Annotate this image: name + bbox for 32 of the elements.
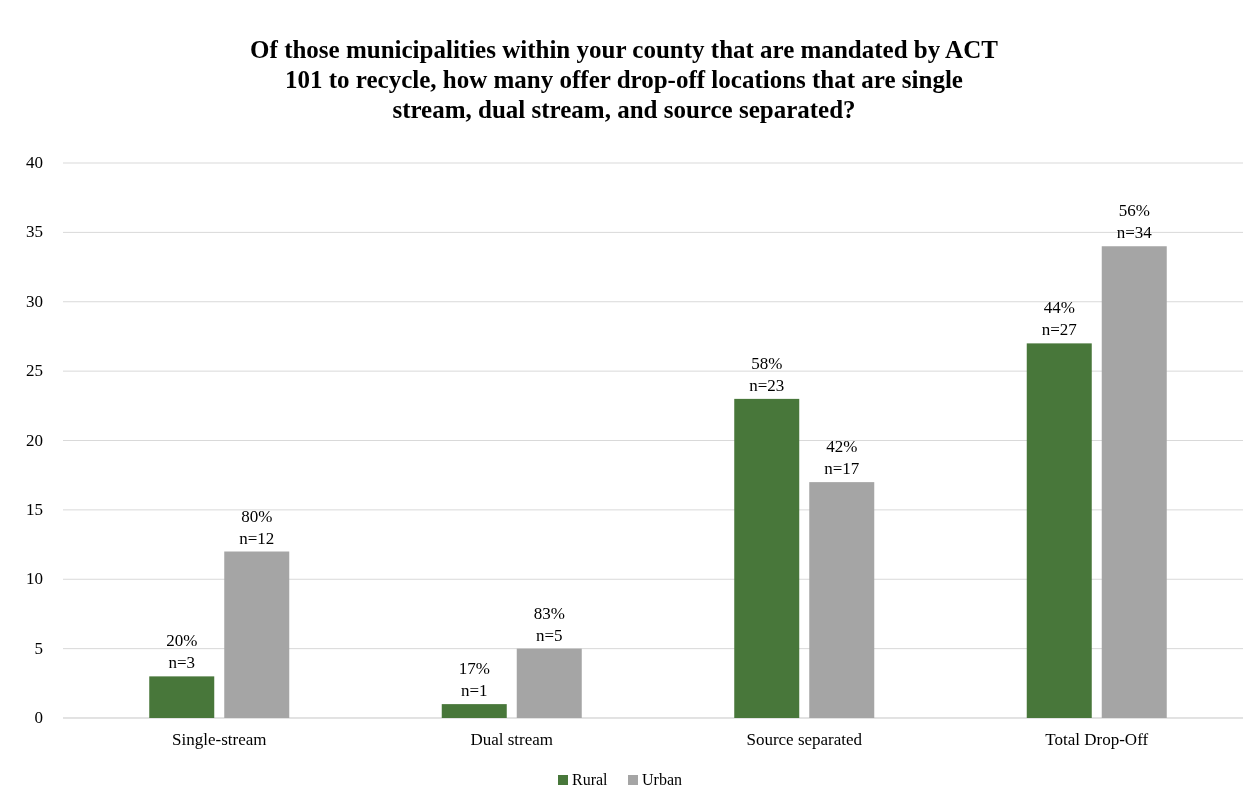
data-label: 83% n=5 [533,603,565,645]
bar [1101,246,1167,718]
data-label: 20% n=3 [166,631,198,673]
bar [516,648,582,718]
bar [809,482,875,718]
data-label: 56% n=34 [1116,201,1153,243]
y-tick-label: 20 [26,430,43,450]
x-tick-label: Dual stream [470,730,554,749]
y-tick-label: 35 [26,222,43,242]
legend-label: Urban [642,771,682,788]
x-tick-label: Single-stream [172,730,267,749]
y-tick-label: 40 [26,153,43,172]
y-tick-label: 30 [26,291,43,311]
data-label: 17% n=1 [458,659,490,701]
bar [1026,343,1092,718]
bar [734,398,800,718]
data-label: 58% n=23 [749,353,785,395]
x-tick-label: Total Drop-Off [1045,730,1149,749]
chart-title: Of those municipalities within your county that are mandated by ACT 101 to recycle, how many offer drop-off locations that are single stream, dual stream, and source separated? [250,36,999,123]
data-label: 80% n=12 [239,506,275,548]
bar [224,551,290,718]
y-tick-label: 0 [34,708,43,727]
y-tick-label: 25 [26,361,43,381]
legend-label: Rural [572,771,609,788]
data-label: 44% n=27 [1041,298,1078,340]
x-tick-label: Source separated [746,730,863,749]
data-label: 42% n=17 [824,437,860,479]
bar [149,676,215,718]
y-tick-label: 10 [26,569,43,589]
bar [441,704,507,718]
y-tick-label: 5 [34,638,43,658]
y-tick-label: 15 [26,499,43,519]
